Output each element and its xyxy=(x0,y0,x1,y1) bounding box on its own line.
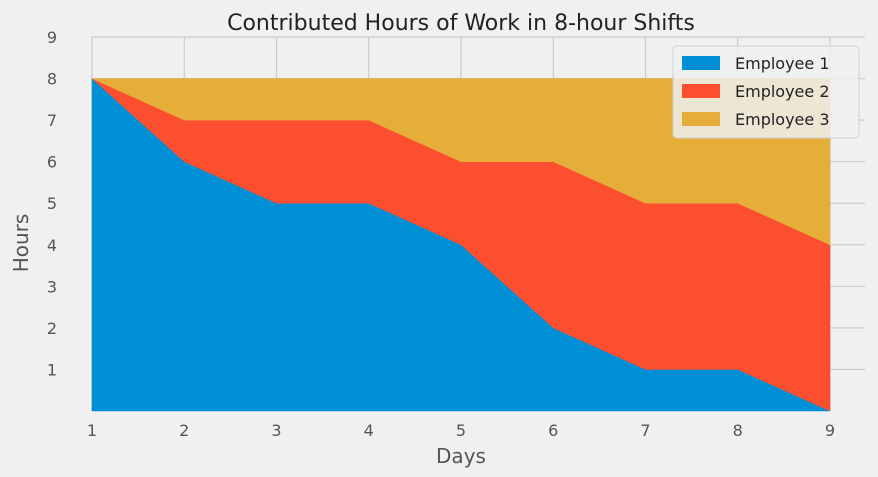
x-tick-label: 9 xyxy=(825,421,835,440)
x-tick-label: 5 xyxy=(456,421,466,440)
x-axis-label: Days xyxy=(436,444,486,468)
y-axis-label: Hours xyxy=(9,214,33,273)
legend-label: Employee 1 xyxy=(735,54,830,73)
x-tick-label: 6 xyxy=(548,421,558,440)
y-ticks: 1 2 3 4 5 6 7 8 9 xyxy=(47,28,57,379)
x-tick-label: 1 xyxy=(87,421,97,440)
chart-title: Contributed Hours of Work in 8-hour Shif… xyxy=(227,11,695,36)
y-tick-label: 3 xyxy=(47,277,57,296)
areas xyxy=(91,77,831,412)
y-tick-label: 9 xyxy=(47,28,57,47)
y-tick-label: 4 xyxy=(47,236,57,255)
y-tick-label: 1 xyxy=(47,360,57,379)
legend-swatch xyxy=(682,56,720,70)
legend-swatch xyxy=(682,84,720,98)
y-tick-label: 8 xyxy=(47,70,57,89)
y-tick-label: 6 xyxy=(47,153,57,172)
y-tick-label: 7 xyxy=(47,111,57,130)
y-tick-label: 2 xyxy=(47,319,57,338)
x-tick-label: 3 xyxy=(271,421,281,440)
x-tick-label: 2 xyxy=(179,421,189,440)
y-tick-label: 5 xyxy=(47,194,57,213)
legend-label: Employee 2 xyxy=(735,82,830,101)
legend-swatch xyxy=(682,112,720,126)
x-tick-label: 4 xyxy=(364,421,374,440)
area-series-3 xyxy=(91,78,831,246)
legend: Employee 1 Employee 2 Employee 3 xyxy=(672,45,860,139)
x-tick-label: 8 xyxy=(733,421,743,440)
x-tick-label: 7 xyxy=(640,421,650,440)
x-ticks: 1 2 3 4 5 6 7 8 9 xyxy=(87,421,835,440)
legend-label: Employee 3 xyxy=(735,110,830,129)
